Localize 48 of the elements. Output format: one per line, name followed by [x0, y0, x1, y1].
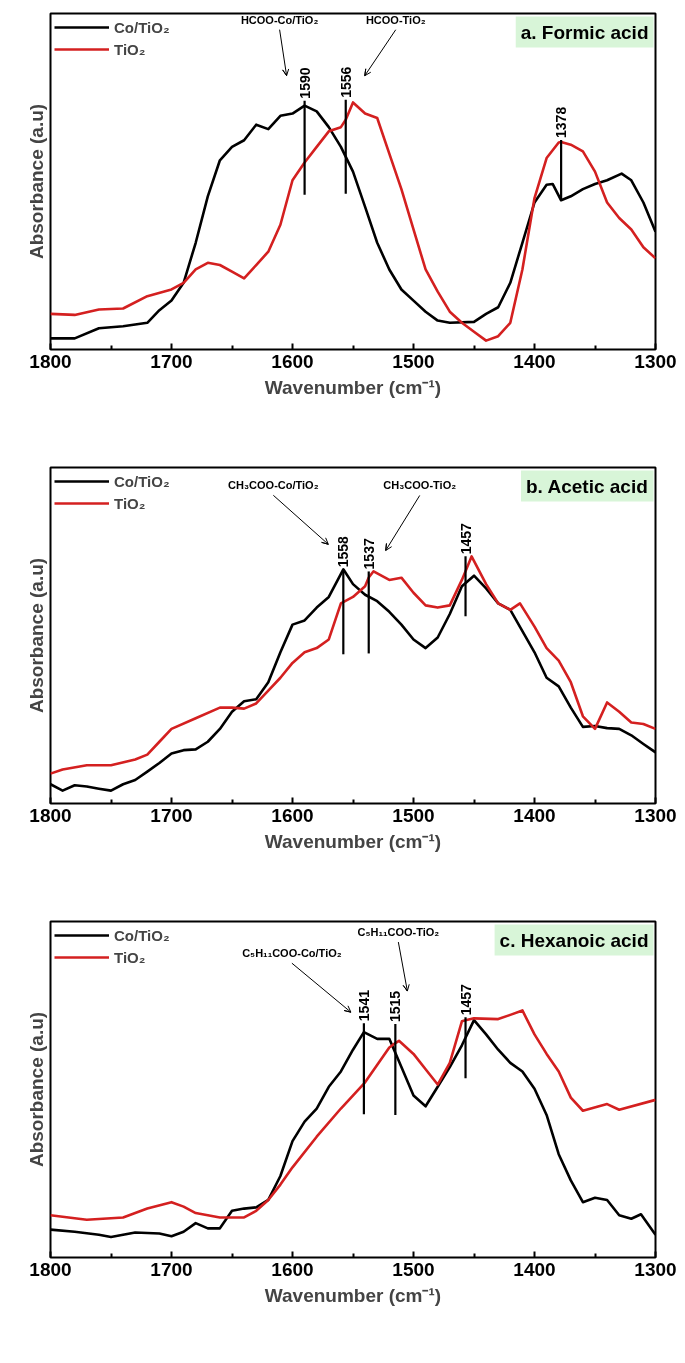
x-tick-label: 1800: [29, 1258, 72, 1280]
x-tick-label: 1700: [150, 1258, 193, 1280]
text: C₅H₁₁COO-Co/TiO₂: [242, 947, 342, 960]
x-axis-title: Wavenumber (cm⁻¹): [264, 376, 442, 398]
legend-label: TiO₂: [114, 948, 146, 966]
x-tick-label: 1400: [513, 350, 556, 372]
legend-label: Co/TiO₂: [114, 18, 170, 36]
x-tick-label: 1400: [513, 1258, 556, 1280]
annotation: 1515: [387, 990, 404, 1023]
x-tick-label: 1500: [392, 350, 435, 372]
x-tick-label: 1300: [634, 1258, 677, 1280]
legend-label: TiO₂: [114, 494, 146, 512]
x-tick-label: 1700: [150, 350, 193, 372]
annotation: 1558: [335, 535, 352, 568]
chart-title: c. Hexanoic acid: [499, 929, 649, 951]
chart-title: b. Acetic acid: [526, 475, 648, 497]
legend-label: Co/TiO₂: [114, 926, 170, 944]
x-tick-label: 1300: [634, 804, 677, 826]
x-tick-label: 1700: [150, 804, 193, 826]
x-tick-label: 1600: [271, 1258, 314, 1280]
annotation: 1537: [360, 538, 377, 570]
x-tick-label: 1800: [29, 804, 72, 826]
x-tick-label: 1800: [29, 350, 72, 372]
text: C₅H₁₁COO-TiO₂: [357, 926, 440, 939]
annotation: 1457: [457, 522, 474, 555]
y-axis-title: Absorbance (a.u): [25, 103, 47, 260]
annotation: 1457: [457, 983, 474, 1016]
annotation: 1556: [337, 66, 354, 98]
text: CH₃COO-Co/TiO₂: [228, 479, 319, 492]
annotation: 1541: [355, 989, 372, 1022]
x-tick-label: 1500: [392, 1258, 435, 1280]
legend-label: Co/TiO₂: [114, 472, 170, 490]
chart-title: a. Formic acid: [520, 21, 649, 43]
x-axis-title: Wavenumber (cm⁻¹): [264, 830, 442, 852]
annotation: 1378: [553, 106, 570, 138]
x-tick-label: 1600: [271, 804, 314, 826]
x-tick-label: 1600: [271, 350, 314, 372]
text: HCOO-TiO₂: [365, 13, 426, 26]
legend-label: TiO₂: [114, 40, 146, 58]
y-axis-title: Absorbance (a.u): [25, 1011, 47, 1168]
x-tick-label: 1400: [513, 804, 556, 826]
text: HCOO-Co/TiO₂: [240, 13, 319, 26]
x-tick-label: 1300: [634, 350, 677, 372]
x-axis-title: Wavenumber (cm⁻¹): [264, 1284, 442, 1306]
y-axis-title: Absorbance (a.u): [25, 557, 47, 714]
annotation: 1590: [296, 67, 313, 99]
x-tick-label: 1500: [392, 804, 435, 826]
text: CH₃COO-TiO₂: [383, 479, 457, 492]
